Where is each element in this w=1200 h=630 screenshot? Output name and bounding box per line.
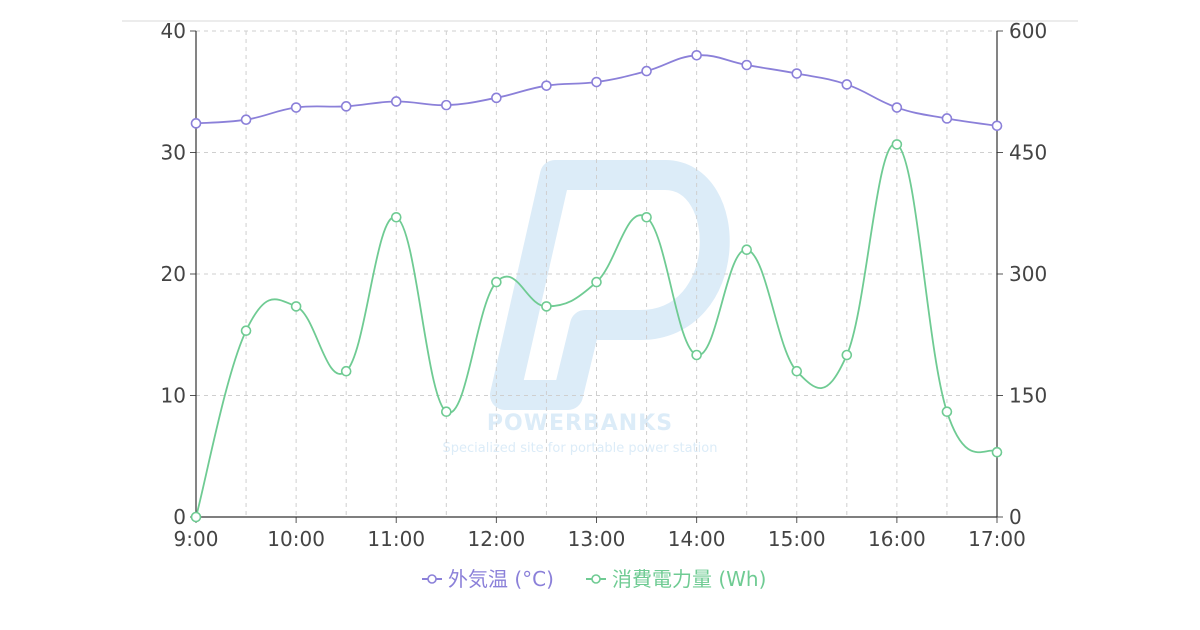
series-1-point[interactable] (441, 99, 452, 111)
series-2 (190, 139, 1003, 523)
x-axis-tick-label: 12:00 (468, 527, 526, 551)
series-2-point[interactable] (491, 276, 502, 288)
series-2-point[interactable] (941, 406, 953, 418)
series-1-point[interactable] (741, 59, 752, 71)
series-1 (190, 49, 1003, 132)
left-axis-tick-label: 20 (161, 262, 186, 286)
left-axis-tick-label: 0 (173, 505, 186, 529)
right-axis-tick-label: 450 (1009, 141, 1047, 165)
x-axis-tick-label: 17:00 (968, 527, 1026, 551)
series-1-point[interactable] (941, 113, 953, 124)
series-2-point[interactable] (541, 301, 552, 312)
legend-label: 外気温 (°C) (448, 567, 554, 591)
legend-item-1[interactable]: 外気温 (°C) (422, 567, 554, 591)
series-2-point[interactable] (390, 212, 402, 223)
series-1-point[interactable] (290, 102, 302, 113)
x-axis-tick-label: 11:00 (367, 527, 425, 551)
legend-marker-icon (427, 574, 437, 584)
series-1-point[interactable] (691, 49, 702, 61)
series-2-point[interactable] (190, 511, 202, 523)
axes: 0 10 20 30 40 0 150 300 450 600 9:00 10:00 11:00 12:0… (161, 19, 1048, 551)
series-2-point[interactable] (791, 365, 803, 377)
x-axis-tick-label: 15:00 (768, 527, 826, 551)
legend-label: 消費電力量 (Wh) (612, 567, 766, 591)
series-1-point[interactable] (891, 102, 903, 113)
series-layer (190, 49, 1003, 523)
series-1-point[interactable] (190, 118, 202, 129)
x-axis-tick-label: 14:00 (668, 527, 726, 551)
right-axis-tick-label: 0 (1009, 505, 1022, 529)
watermark-subtitle: Specialized site for portable power stat… (443, 441, 718, 456)
legend[interactable]: 外気温 (°C) 消費電力量 (Wh) (422, 567, 766, 591)
legend-item-2[interactable]: 消費電力量 (Wh) (586, 567, 766, 591)
x-axis-tick-label: 13:00 (568, 527, 626, 551)
series-1-point[interactable] (491, 92, 502, 104)
legend-marker-icon (591, 574, 601, 584)
right-axis-tick-label: 600 (1009, 19, 1047, 43)
series-1-point[interactable] (240, 114, 252, 125)
series-1-point[interactable] (991, 120, 1003, 132)
series-2-point[interactable] (340, 365, 352, 377)
series-2-point[interactable] (290, 301, 302, 312)
series-1-point[interactable] (390, 96, 402, 107)
left-axis-tick-label: 10 (161, 384, 186, 408)
series-2-point[interactable] (691, 349, 702, 361)
x-axis-tick-label: 9:00 (174, 527, 219, 551)
series-2-point[interactable] (841, 349, 853, 361)
series-2-line (195, 143, 998, 518)
series-2-point[interactable] (991, 446, 1003, 458)
left-axis-tick-label: 40 (161, 19, 186, 43)
series-1-point[interactable] (791, 68, 803, 79)
series-1-point[interactable] (841, 79, 853, 90)
right-axis-tick-label: 150 (1009, 384, 1047, 408)
watermark-title: POWERBANKS (487, 411, 673, 436)
x-axis-tick-label: 10:00 (267, 527, 325, 551)
series-2-point[interactable] (641, 212, 652, 223)
top-divider (122, 20, 1078, 22)
left-axis-tick-label: 30 (161, 141, 186, 165)
watermark-p-logo-icon (490, 160, 730, 410)
series-2-point[interactable] (741, 244, 752, 255)
watermark-logo: POWERBANKS Specialized site for portable… (443, 160, 730, 456)
series-2-point[interactable] (240, 325, 252, 337)
series-2-point[interactable] (891, 139, 903, 150)
series-1-point[interactable] (541, 80, 552, 91)
series-1-point[interactable] (591, 76, 602, 88)
series-2-point[interactable] (441, 406, 452, 418)
series-2-point[interactable] (591, 276, 602, 288)
x-axis-tick-label: 16:00 (868, 527, 926, 551)
series-1-point[interactable] (340, 101, 352, 112)
series-1-point[interactable] (641, 65, 652, 77)
right-axis-tick-label: 300 (1009, 262, 1047, 286)
